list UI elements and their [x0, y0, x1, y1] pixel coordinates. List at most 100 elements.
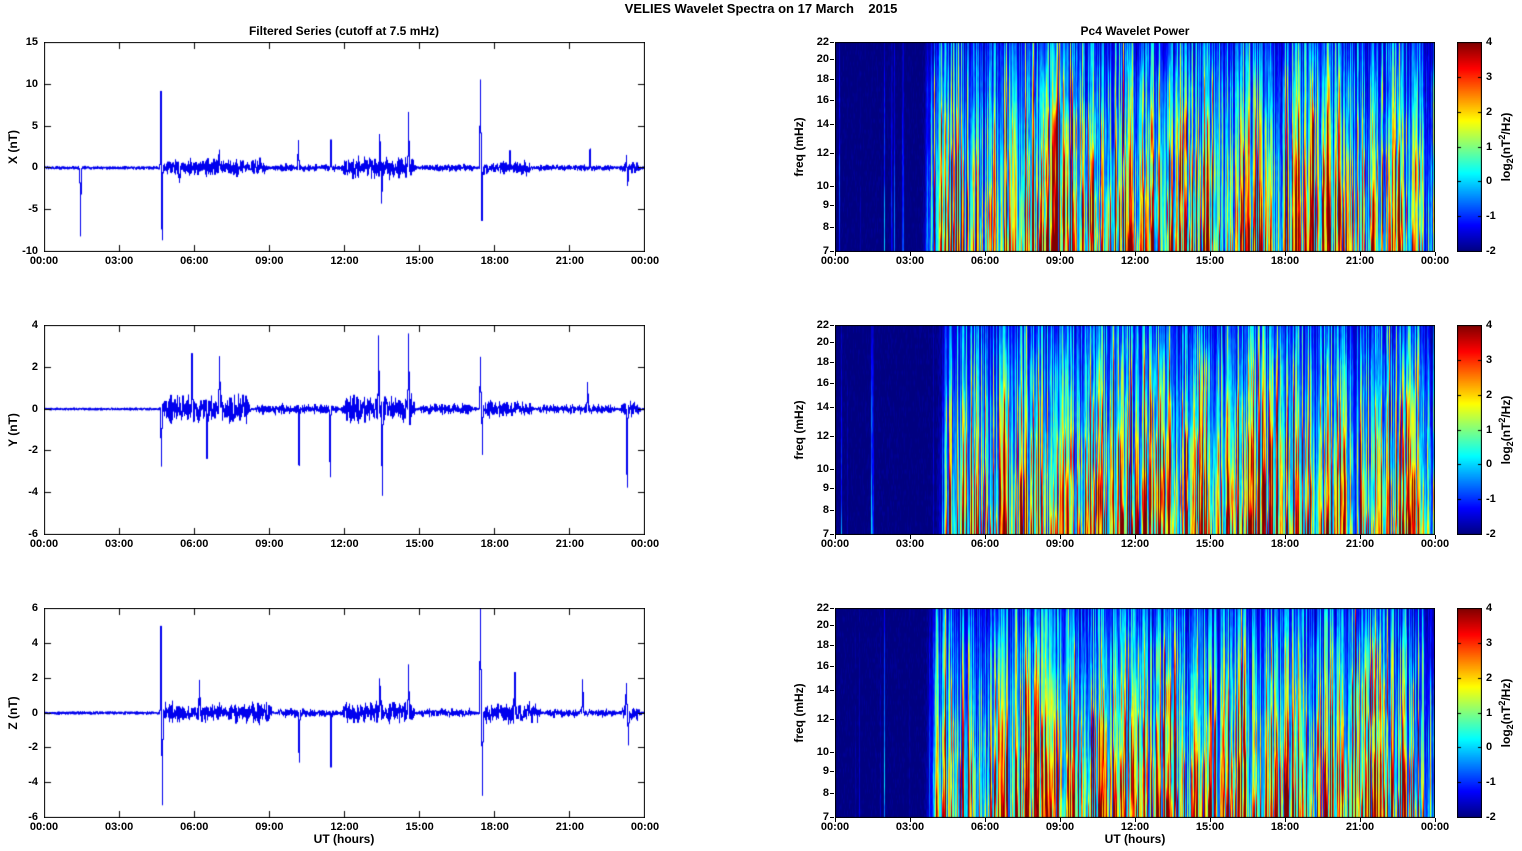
tick-mark: [1060, 252, 1061, 256]
tick-mark: [830, 42, 834, 43]
tick-label: -4: [28, 776, 38, 789]
tick-mark: [1060, 535, 1061, 539]
tick-mark: [1135, 535, 1136, 539]
tick-label: 12: [816, 429, 829, 442]
tick-label: 12:00: [1120, 255, 1150, 267]
tick-label: 4: [1486, 36, 1493, 48]
tick-label: 00:00: [1420, 255, 1450, 267]
tick-mark: [830, 719, 834, 720]
tick-label: 03:00: [105, 821, 134, 833]
tick-mark: [830, 510, 834, 511]
tick-label: 18:00: [480, 538, 509, 550]
z-wavelet-spectrogram: [835, 608, 1435, 818]
x-axis-label: UT (hours): [313, 832, 375, 846]
tick-label: 18:00: [480, 255, 509, 267]
tick-label: 21:00: [1345, 255, 1375, 267]
tick-label: 1: [1486, 706, 1493, 719]
tick-label: 16: [816, 377, 829, 390]
tick-label: 00:00: [29, 255, 59, 267]
tick-mark: [1435, 252, 1436, 256]
tick-label: 15:00: [405, 538, 434, 550]
tick-label: 7: [822, 528, 829, 540]
tick-mark: [830, 407, 834, 408]
tick-mark: [1360, 535, 1361, 539]
tick-label: 0: [1486, 458, 1493, 471]
tick-label: 7: [822, 245, 829, 257]
tick-label: 10: [816, 462, 829, 475]
tick-label: 09:00: [255, 255, 284, 267]
colorbar: [1457, 42, 1482, 252]
tick-mark: [830, 488, 834, 489]
tick-mark: [830, 153, 834, 154]
tick-label: 1: [1486, 140, 1493, 153]
tick-mark: [830, 227, 834, 228]
tick-label: 09:00: [1045, 821, 1075, 833]
tick-mark: [1060, 818, 1061, 822]
tick-mark: [1210, 818, 1211, 822]
tick-label: 6: [31, 602, 38, 614]
tick-mark: [830, 205, 834, 206]
figure-title: VELIES Wavelet Spectra on 17 March 2015: [624, 1, 898, 16]
tick-mark: [1435, 818, 1436, 822]
tick-label: 15:00: [1195, 538, 1225, 550]
tick-label: 14: [816, 684, 829, 697]
tick-label: 06:00: [970, 255, 1000, 267]
tick-label: -4: [28, 486, 38, 499]
tick-mark: [910, 535, 911, 539]
tick-label: 14: [816, 118, 829, 131]
tick-label: -1: [1486, 493, 1496, 506]
tick-mark: [1135, 252, 1136, 256]
tick-label: 2: [1486, 105, 1493, 118]
tick-mark: [1360, 252, 1361, 256]
tick-label: 15:00: [1195, 821, 1225, 833]
y-timeseries-plot: [44, 325, 645, 535]
tick-label: 09:00: [1045, 255, 1075, 267]
tick-mark: [830, 436, 834, 437]
tick-label: 10: [816, 179, 829, 192]
tick-label: 00:00: [820, 538, 850, 550]
tick-label: 06:00: [180, 538, 209, 550]
tick-mark: [830, 79, 834, 80]
tick-label: 03:00: [895, 538, 925, 550]
tick-label: 20: [816, 336, 829, 349]
tick-label: 14: [816, 401, 829, 414]
tick-mark: [830, 100, 834, 101]
tick-label: 3: [1486, 636, 1493, 649]
tick-mark: [1360, 818, 1361, 822]
tick-label: 16: [816, 660, 829, 673]
tick-mark: [830, 771, 834, 772]
tick-label: 12: [816, 146, 829, 159]
tick-mark: [1285, 252, 1286, 256]
tick-label: 22: [816, 602, 829, 614]
z-timeseries-plot: [44, 608, 645, 818]
tick-label: 09:00: [1045, 538, 1075, 550]
y-wavelet-spectrogram: [835, 325, 1435, 535]
tick-label: 00:00: [820, 255, 850, 267]
tick-mark: [1435, 535, 1436, 539]
tick-mark: [830, 645, 834, 646]
tick-label: 2: [31, 360, 38, 373]
tick-label: 18:00: [1270, 255, 1300, 267]
tick-mark: [985, 252, 986, 256]
tick-label: -2: [28, 741, 38, 754]
tick-label: 06:00: [180, 255, 209, 267]
tick-label: 06:00: [180, 821, 209, 833]
tick-label: 12: [816, 712, 829, 725]
tick-mark: [830, 793, 834, 794]
tick-label: 7: [822, 811, 829, 823]
tick-label: 15:00: [405, 255, 434, 267]
tick-label: 09:00: [255, 538, 284, 550]
tick-label: 8: [822, 503, 829, 516]
tick-label: 0: [31, 706, 38, 719]
tick-label: 21:00: [555, 538, 584, 550]
tick-label: 18: [816, 355, 829, 368]
tick-label: 15: [25, 36, 38, 48]
tick-label: 00:00: [630, 538, 660, 550]
tick-label: 0: [1486, 175, 1493, 188]
tick-mark: [835, 252, 836, 256]
tick-label: 0: [1486, 741, 1493, 754]
tick-mark: [830, 251, 834, 252]
freq-axis-label: freq (mHz): [792, 683, 806, 743]
tick-label: 00:00: [1420, 821, 1450, 833]
